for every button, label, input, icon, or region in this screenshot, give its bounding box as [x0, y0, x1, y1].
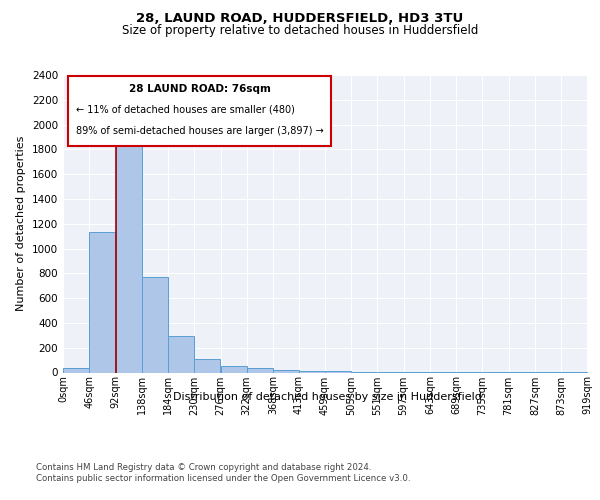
- Bar: [299, 370, 325, 372]
- Bar: [273, 370, 299, 372]
- Text: ← 11% of detached houses are smaller (480): ← 11% of detached houses are smaller (48…: [76, 105, 295, 115]
- FancyBboxPatch shape: [68, 76, 331, 146]
- Text: 89% of semi-detached houses are larger (3,897) →: 89% of semi-detached houses are larger (…: [76, 126, 324, 136]
- Text: Contains HM Land Registry data © Crown copyright and database right 2024.: Contains HM Land Registry data © Crown c…: [36, 462, 371, 471]
- Text: 28 LAUND ROAD: 76sqm: 28 LAUND ROAD: 76sqm: [128, 84, 271, 94]
- Bar: [168, 336, 194, 372]
- Bar: [116, 131, 142, 372]
- Text: Distribution of detached houses by size in Huddersfield: Distribution of detached houses by size …: [173, 392, 481, 402]
- Bar: [221, 366, 247, 372]
- Text: Contains public sector information licensed under the Open Government Licence v3: Contains public sector information licen…: [36, 474, 410, 483]
- Text: Size of property relative to detached houses in Huddersfield: Size of property relative to detached ho…: [122, 24, 478, 37]
- Bar: [142, 277, 168, 372]
- Bar: [247, 368, 273, 372]
- Y-axis label: Number of detached properties: Number of detached properties: [16, 136, 26, 312]
- Text: 28, LAUND ROAD, HUDDERSFIELD, HD3 3TU: 28, LAUND ROAD, HUDDERSFIELD, HD3 3TU: [136, 12, 464, 26]
- Bar: [63, 368, 89, 372]
- Bar: [194, 360, 220, 372]
- Bar: [89, 232, 115, 372]
